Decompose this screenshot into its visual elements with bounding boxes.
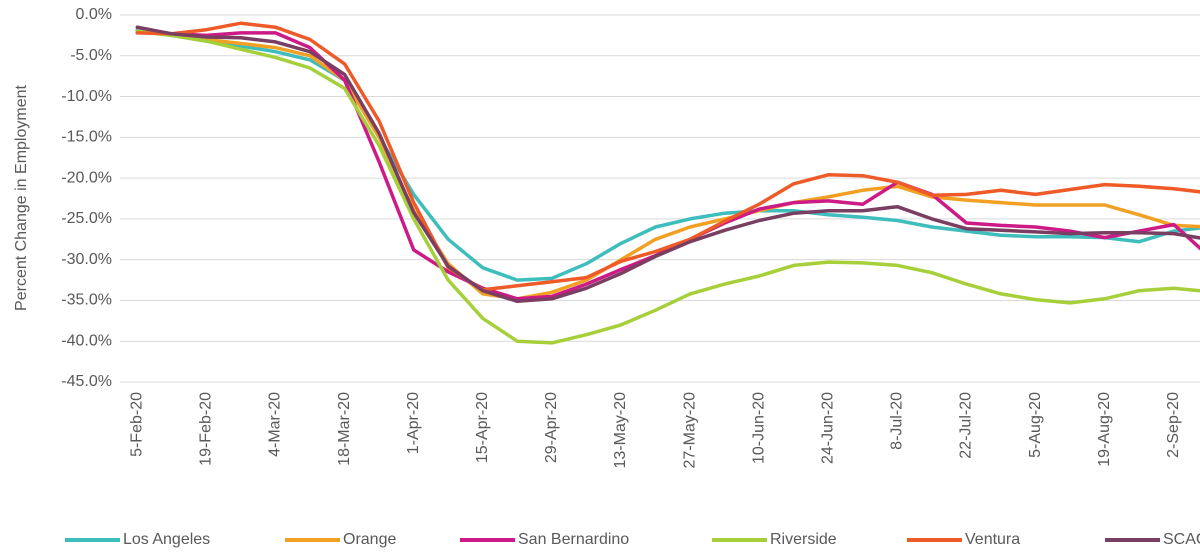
x-tick-label: 5-Aug-20 [1027,392,1044,458]
x-tick-label: 15-Apr-20 [474,392,491,463]
y-tick-label: -40.0% [61,332,112,349]
x-tick-label: 19-Feb-20 [198,392,215,466]
x-tick-label: 2-Sep-20 [1165,392,1182,458]
x-tick-label: 19-Aug-20 [1096,392,1113,467]
y-tick-label: -45.0% [61,373,112,390]
x-tick-label: 13-May-20 [612,392,629,469]
series-line [135,27,1200,282]
series-line [135,29,1200,301]
x-tick-label: 24-Jun-20 [819,392,836,464]
y-tick-label: -25.0% [61,210,112,227]
y-tick-label: 0.0% [76,6,112,23]
x-tick-label: 8-Jul-20 [889,392,906,450]
series-line [135,21,1200,292]
y-tick-label: -10.0% [61,88,112,105]
x-tick-label: 10-Jun-20 [750,392,767,464]
y-axis-label: Percent Change in Employment [13,85,30,311]
y-tick-label: -30.0% [61,251,112,268]
x-tick-label: 1-Apr-20 [405,392,422,454]
legend-label: Orange [343,531,396,548]
y-tick-label: -20.0% [61,169,112,186]
series-line [135,29,1200,345]
legend-label: San Bernardino [518,531,629,548]
x-tick-label: 4-Mar-20 [267,392,284,457]
x-tick-label: 18-Mar-20 [336,392,353,466]
x-tick-label: 22-Jul-20 [958,392,975,459]
legend-label: Ventura [965,531,1020,548]
legend-label: Los Angeles [123,531,210,548]
series-line [135,25,1200,304]
x-tick-label: 29-Apr-20 [543,392,560,463]
series-line [135,29,1200,301]
y-tick-label: -5.0% [70,47,112,64]
y-tick-label: -35.0% [61,292,112,309]
x-tick-label: 5-Feb-20 [128,392,145,457]
y-tick-label: -15.0% [61,129,112,146]
x-tick-label: 27-May-20 [681,392,698,469]
legend-label: SCAG [1163,531,1200,548]
legend-label: Riverside [770,531,837,548]
